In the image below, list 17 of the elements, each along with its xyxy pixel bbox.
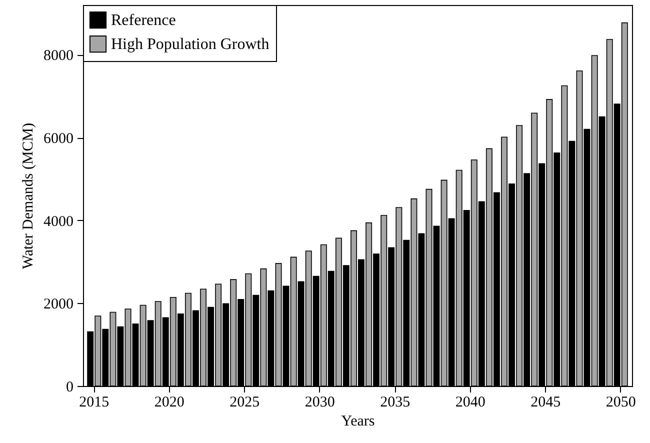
x-tick-label: 2020 [154,394,184,410]
x-tick-label: 2035 [380,394,410,410]
x-tick-label: 2050 [606,394,636,410]
y-tick-label: 8000 [44,48,74,64]
legend-label: High Population Growth [111,36,270,53]
y-tick-label: 0 [66,380,74,396]
y-tick-label: 2000 [44,296,74,313]
x-tick-label: 2025 [230,394,260,410]
legend-label: Reference [111,12,176,29]
y-tick-label: 6000 [44,131,74,148]
x-tick-label: 2040 [455,394,486,410]
x-axis-title: Years [341,414,375,430]
x-tick-label: 2015 [79,394,110,410]
x-tick-label: 2045 [530,394,561,410]
y-axis-title: Water Demands (MCM) [20,122,36,270]
y-tick-label: 4000 [44,214,74,230]
x-tick-label: 2030 [304,394,335,410]
